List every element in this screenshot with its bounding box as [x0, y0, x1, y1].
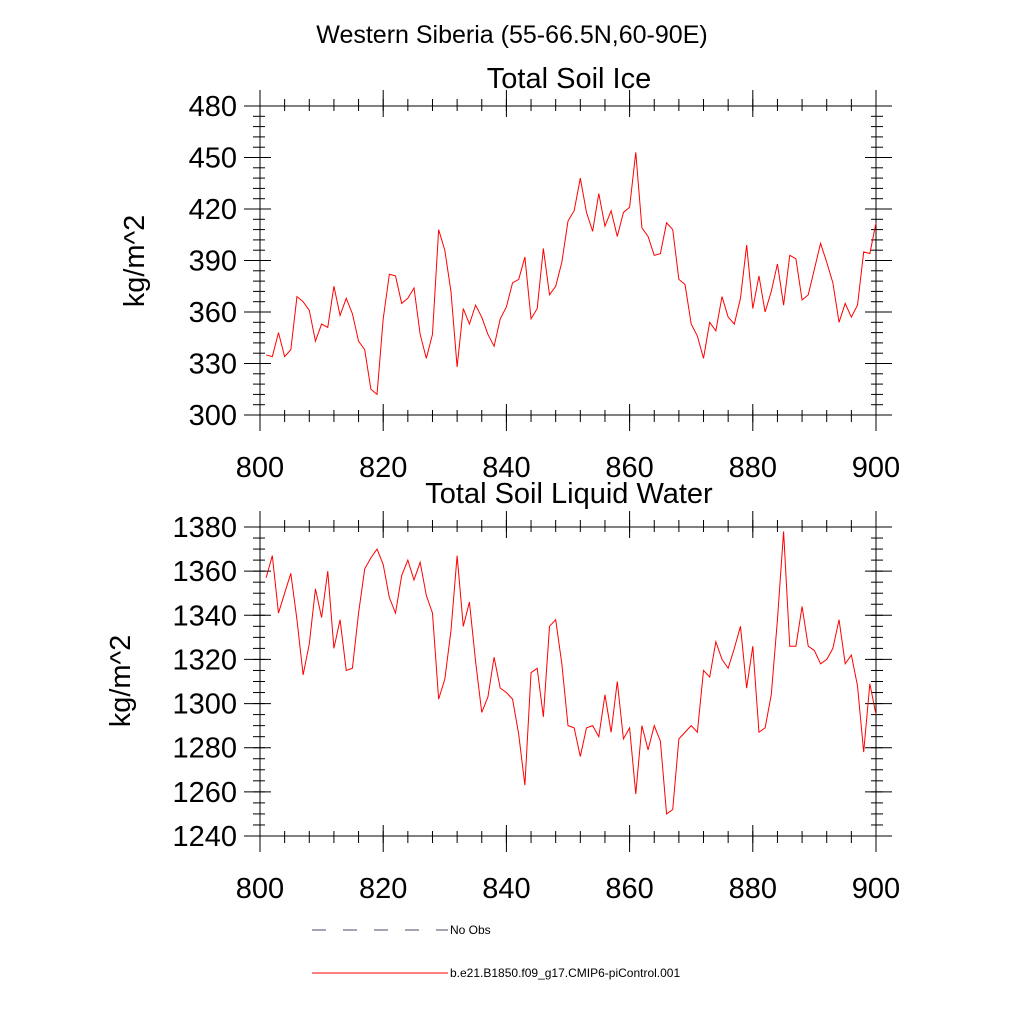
- y-tick-label: 1340: [172, 600, 237, 632]
- x-tick-label: 840: [482, 452, 530, 484]
- ticks: [244, 511, 892, 852]
- y-tick-label: 1280: [172, 733, 237, 765]
- ticks: [244, 90, 892, 431]
- y-tick-label: 1320: [172, 644, 237, 676]
- data-series: [265, 531, 877, 815]
- y-tick-label: 1240: [172, 821, 237, 853]
- x-tick-label: 840: [482, 873, 530, 905]
- y-axis-label: kg/m^2: [119, 215, 151, 308]
- x-tick-label: 860: [605, 452, 653, 484]
- y-tick-label: 450: [189, 143, 237, 175]
- y-tick-label: 1300: [172, 689, 237, 721]
- plot-frame: [259, 105, 877, 416]
- y-tick-label: 420: [189, 194, 237, 226]
- x-tick-label: 820: [359, 452, 407, 484]
- y-tick-label: 480: [189, 91, 237, 123]
- panel-total-soil-ice: Total Soil Ice kg/m^2 300 330 360 390 420 450…: [119, 63, 900, 484]
- panel-title: Total Soil Liquid Water: [425, 478, 713, 510]
- legend-entry-model-run: b.e21.B1850.f09_g17.CMIP6-piControl.001: [312, 966, 680, 980]
- x-tick-label: 800: [236, 452, 284, 484]
- series-line: [266, 152, 877, 396]
- legend-label: b.e21.B1850.f09_g17.CMIP6-piControl.001: [450, 966, 680, 980]
- legend-entry-no-obs: No Obs: [312, 923, 491, 937]
- y-tick-label: 1360: [172, 556, 237, 588]
- legend: No Obs b.e21.B1850.f09_g17.CMIP6-piContr…: [312, 923, 680, 980]
- plot-frame: [259, 526, 877, 837]
- x-tick-label: 900: [852, 452, 900, 484]
- tick-labels: 300 330 360 390 420 450 480 800 820 840 860 880 900: [189, 91, 901, 484]
- y-tick-label: 390: [189, 246, 237, 278]
- y-tick-label: 300: [189, 400, 237, 432]
- figure-title: Western Siberia (55-66.5N,60-90E): [316, 21, 707, 49]
- x-tick-label: 880: [729, 452, 777, 484]
- tick-labels: 1240 1260 1280 1300 1320 1340 1360 1380 800 820 84…: [172, 512, 900, 905]
- x-tick-label: 820: [359, 873, 407, 905]
- panel-total-soil-liquid-water: Total Soil Liquid Water kg/m^2 124012601…: [105, 478, 900, 905]
- panel-title: Total Soil Ice: [487, 63, 651, 95]
- x-tick-label: 860: [605, 873, 653, 905]
- y-tick-label: 360: [189, 297, 237, 329]
- x-tick-label: 900: [852, 873, 900, 905]
- x-tick-label: 800: [236, 873, 284, 905]
- x-tick-label: 880: [729, 873, 777, 905]
- y-tick-label: 1260: [172, 777, 237, 809]
- legend-label: No Obs: [450, 923, 491, 937]
- y-tick-label: 330: [189, 349, 237, 381]
- y-tick-label: 1380: [172, 512, 237, 544]
- y-axis-label: kg/m^2: [105, 635, 137, 728]
- data-series: [266, 152, 877, 396]
- series-line: [265, 531, 877, 815]
